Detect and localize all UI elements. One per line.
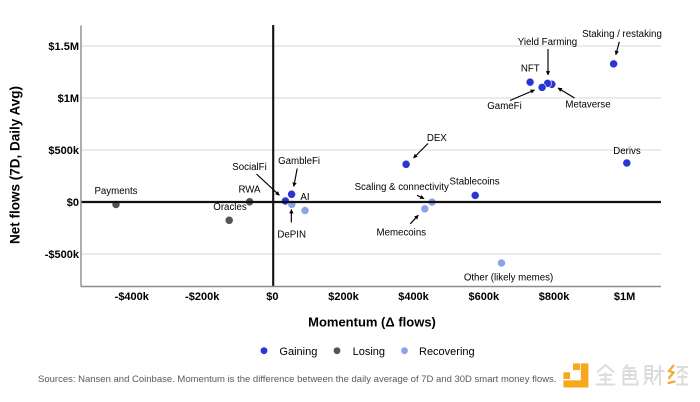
svg-text:RWA: RWA — [238, 185, 261, 196]
svg-text:-$500k: -$500k — [45, 249, 80, 261]
svg-text:Net flows (7D, Daily Avg): Net flows (7D, Daily Avg) — [8, 86, 23, 244]
svg-text:AI: AI — [300, 192, 309, 203]
svg-text:NFT: NFT — [521, 64, 540, 75]
svg-text:SocialFi: SocialFi — [232, 162, 266, 173]
svg-text:Other (likely memes): Other (likely memes) — [464, 273, 553, 284]
svg-text:$600k: $600k — [469, 291, 500, 303]
svg-text:Yield Farming: Yield Farming — [518, 37, 577, 48]
svg-text:Scaling & connectivity: Scaling & connectivity — [355, 182, 449, 193]
svg-text:-$200k: -$200k — [185, 291, 220, 303]
svg-text:Losing: Losing — [353, 346, 385, 358]
svg-text:Derivs: Derivs — [613, 146, 641, 157]
svg-text:$1.5M: $1.5M — [48, 41, 79, 53]
svg-text:Sources: Nansen and Coinbase.: Sources: Nansen and Coinbase. Momentum i… — [38, 374, 556, 385]
svg-text:Staking / restaking: Staking / restaking — [582, 29, 662, 40]
svg-text:Gaining: Gaining — [279, 346, 317, 358]
svg-text:$1M: $1M — [58, 93, 79, 105]
svg-text:Oracles: Oracles — [213, 202, 247, 213]
svg-text:$200k: $200k — [328, 291, 359, 303]
svg-text:Metaverse: Metaverse — [565, 100, 610, 111]
svg-text:Momentum (Δ flows): Momentum (Δ flows) — [308, 315, 436, 330]
svg-text:DEX: DEX — [427, 133, 447, 144]
svg-text:$0: $0 — [266, 291, 278, 303]
svg-text:-$400k: -$400k — [115, 291, 150, 303]
svg-text:$1M: $1M — [614, 291, 635, 303]
svg-text:$400k: $400k — [398, 291, 429, 303]
svg-text:Payments: Payments — [94, 186, 137, 197]
svg-text:DePIN: DePIN — [277, 230, 306, 241]
svg-text:GameFi: GameFi — [487, 101, 521, 112]
svg-text:$800k: $800k — [539, 291, 570, 303]
svg-text:Stablecoins: Stablecoins — [450, 177, 500, 188]
svg-text:$0: $0 — [67, 197, 79, 209]
svg-text:GambleFi: GambleFi — [278, 156, 320, 167]
svg-text:Memecoins: Memecoins — [377, 228, 427, 239]
svg-text:$500k: $500k — [48, 145, 79, 157]
svg-text:Recovering: Recovering — [419, 346, 475, 358]
